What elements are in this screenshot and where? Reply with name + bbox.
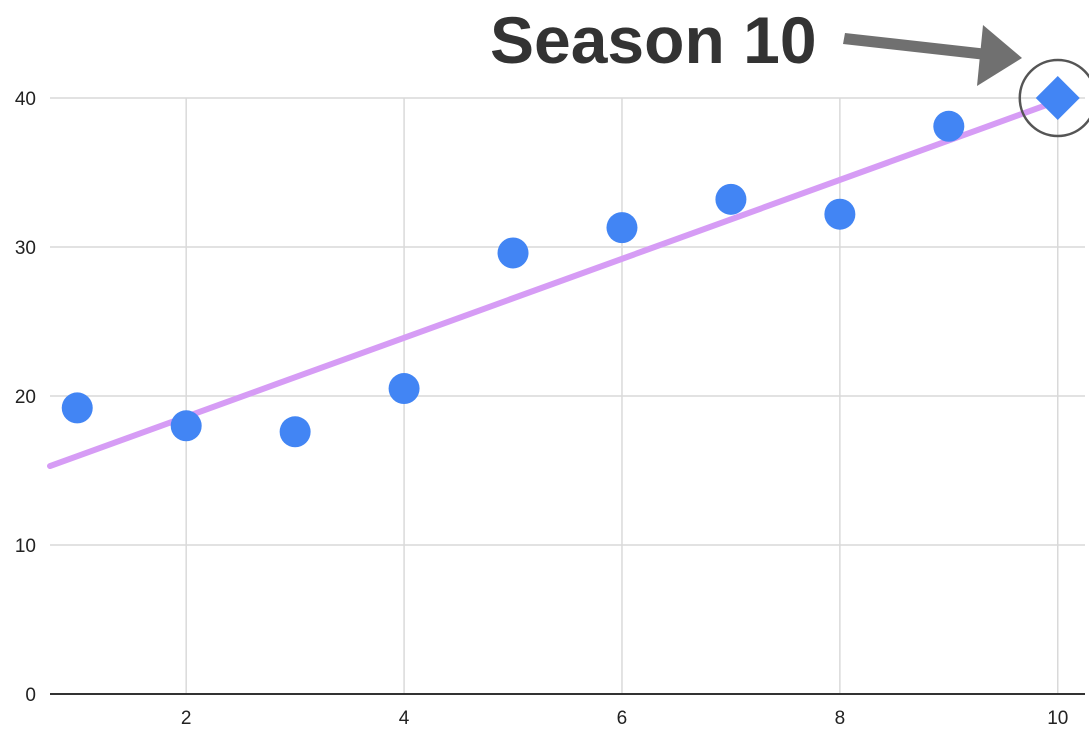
arrow-shaft: [843, 33, 988, 60]
data-point: [715, 183, 747, 215]
x-tick-label: 6: [617, 708, 628, 729]
y-tick-label: 20: [15, 387, 36, 408]
x-tick-label: 4: [399, 708, 410, 729]
trendline-group: [47, 97, 1061, 470]
data-point: [497, 237, 529, 269]
x-tick-labels: 2 4 6 8 10: [181, 708, 1068, 729]
x-tick-label: 8: [835, 708, 846, 729]
y-tick-label: 0: [25, 685, 36, 706]
y-tick-label: 10: [15, 536, 36, 557]
data-point: [388, 373, 420, 405]
annotation-label: Season 10: [490, 3, 817, 77]
trendline: [47, 97, 1061, 470]
highlight-circle: [1018, 58, 1089, 138]
data-point-diamond: [1035, 76, 1080, 120]
data-points: [61, 76, 1080, 448]
y-tick-label: 30: [15, 238, 36, 259]
data-point: [170, 410, 202, 442]
annotation-group: Season 10: [490, 3, 1089, 138]
grid-lines: [50, 97, 1085, 694]
data-point: [279, 416, 311, 448]
data-point: [824, 198, 856, 230]
data-point: [606, 212, 638, 244]
y-tick-label: 40: [15, 89, 36, 110]
y-tick-labels: 0 10 20 30 40: [15, 89, 36, 706]
data-point: [61, 392, 93, 424]
x-tick-label: 10: [1047, 708, 1068, 729]
x-tick-label: 2: [181, 708, 192, 729]
arrow-head: [977, 25, 1022, 86]
data-point: [933, 110, 965, 142]
